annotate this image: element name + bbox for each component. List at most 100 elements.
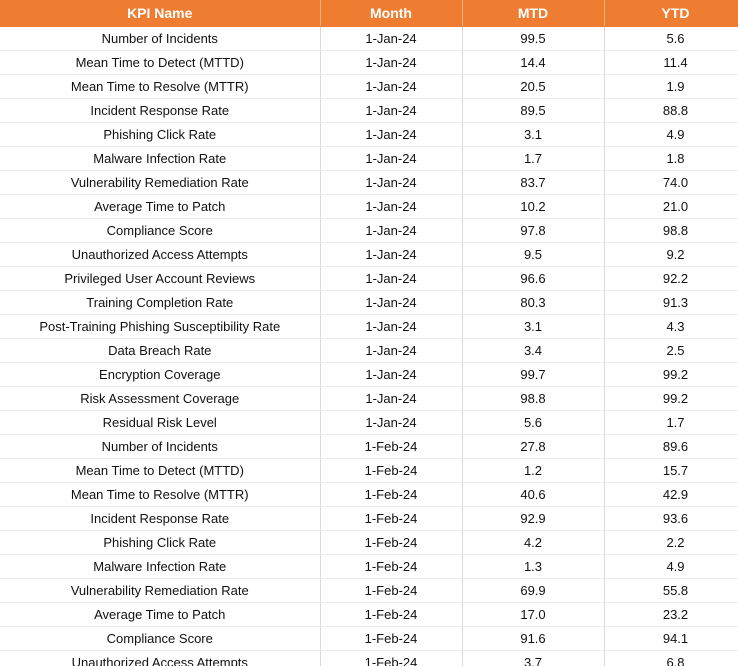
cell-mtd[interactable]: 98.8 xyxy=(462,386,605,411)
cell-kpi-name[interactable]: Malware Infection Rate xyxy=(0,146,321,171)
cell-kpi-name[interactable]: Post-Training Phishing Susceptibility Ra… xyxy=(0,314,321,339)
cell-ytd[interactable]: 42.9 xyxy=(604,482,738,507)
cell-mtd[interactable]: 96.6 xyxy=(462,266,605,291)
cell-month[interactable]: 1-Jan-24 xyxy=(320,290,463,315)
cell-ytd[interactable]: 74.0 xyxy=(604,170,738,195)
cell-ytd[interactable]: 2.2 xyxy=(604,530,738,555)
cell-mtd[interactable]: 1.2 xyxy=(462,458,605,483)
header-month[interactable]: Month xyxy=(320,0,463,27)
cell-mtd[interactable]: 99.7 xyxy=(462,362,605,387)
cell-month[interactable]: 1-Feb-24 xyxy=(320,578,463,603)
cell-ytd[interactable]: 94.1 xyxy=(604,626,738,651)
cell-mtd[interactable]: 91.6 xyxy=(462,626,605,651)
cell-month[interactable]: 1-Feb-24 xyxy=(320,458,463,483)
header-ytd[interactable]: YTD xyxy=(604,0,738,27)
cell-month[interactable]: 1-Feb-24 xyxy=(320,506,463,531)
cell-kpi-name[interactable]: Unauthorized Access Attempts xyxy=(0,650,321,666)
cell-kpi-name[interactable]: Incident Response Rate xyxy=(0,506,321,531)
cell-ytd[interactable]: 4.3 xyxy=(604,314,738,339)
cell-kpi-name[interactable]: Mean Time to Detect (MTTD) xyxy=(0,458,321,483)
cell-kpi-name[interactable]: Incident Response Rate xyxy=(0,98,321,123)
cell-kpi-name[interactable]: Vulnerability Remediation Rate xyxy=(0,170,321,195)
cell-ytd[interactable]: 93.6 xyxy=(604,506,738,531)
cell-mtd[interactable]: 3.1 xyxy=(462,314,605,339)
cell-ytd[interactable]: 91.3 xyxy=(604,290,738,315)
cell-month[interactable]: 1-Feb-24 xyxy=(320,602,463,627)
cell-mtd[interactable]: 1.3 xyxy=(462,554,605,579)
cell-mtd[interactable]: 10.2 xyxy=(462,194,605,219)
cell-kpi-name[interactable]: Compliance Score xyxy=(0,626,321,651)
cell-ytd[interactable]: 88.8 xyxy=(604,98,738,123)
cell-mtd[interactable]: 99.5 xyxy=(462,26,605,51)
cell-month[interactable]: 1-Jan-24 xyxy=(320,266,463,291)
cell-ytd[interactable]: 99.2 xyxy=(604,386,738,411)
cell-month[interactable]: 1-Jan-24 xyxy=(320,218,463,243)
cell-kpi-name[interactable]: Malware Infection Rate xyxy=(0,554,321,579)
cell-kpi-name[interactable]: Phishing Click Rate xyxy=(0,530,321,555)
cell-month[interactable]: 1-Jan-24 xyxy=(320,146,463,171)
cell-kpi-name[interactable]: Mean Time to Resolve (MTTR) xyxy=(0,74,321,99)
cell-month[interactable]: 1-Jan-24 xyxy=(320,122,463,147)
cell-ytd[interactable]: 1.8 xyxy=(604,146,738,171)
header-kpi-name[interactable]: KPI Name xyxy=(0,0,321,27)
cell-kpi-name[interactable]: Encryption Coverage xyxy=(0,362,321,387)
cell-kpi-name[interactable]: Number of Incidents xyxy=(0,26,321,51)
cell-mtd[interactable]: 40.6 xyxy=(462,482,605,507)
header-mtd[interactable]: MTD xyxy=(462,0,605,27)
cell-kpi-name[interactable]: Privileged User Account Reviews xyxy=(0,266,321,291)
cell-ytd[interactable]: 2.5 xyxy=(604,338,738,363)
cell-kpi-name[interactable]: Vulnerability Remediation Rate xyxy=(0,578,321,603)
cell-month[interactable]: 1-Feb-24 xyxy=(320,530,463,555)
cell-month[interactable]: 1-Jan-24 xyxy=(320,386,463,411)
cell-mtd[interactable]: 89.5 xyxy=(462,98,605,123)
cell-month[interactable]: 1-Feb-24 xyxy=(320,482,463,507)
cell-kpi-name[interactable]: Risk Assessment Coverage xyxy=(0,386,321,411)
cell-ytd[interactable]: 11.4 xyxy=(604,50,738,75)
cell-month[interactable]: 1-Feb-24 xyxy=(320,434,463,459)
cell-kpi-name[interactable]: Average Time to Patch xyxy=(0,602,321,627)
cell-month[interactable]: 1-Jan-24 xyxy=(320,170,463,195)
cell-month[interactable]: 1-Jan-24 xyxy=(320,50,463,75)
cell-kpi-name[interactable]: Average Time to Patch xyxy=(0,194,321,219)
cell-kpi-name[interactable]: Mean Time to Resolve (MTTR) xyxy=(0,482,321,507)
cell-mtd[interactable]: 97.8 xyxy=(462,218,605,243)
cell-ytd[interactable]: 1.7 xyxy=(604,410,738,435)
cell-ytd[interactable]: 5.6 xyxy=(604,26,738,51)
cell-ytd[interactable]: 15.7 xyxy=(604,458,738,483)
cell-mtd[interactable]: 80.3 xyxy=(462,290,605,315)
cell-mtd[interactable]: 4.2 xyxy=(462,530,605,555)
cell-mtd[interactable]: 17.0 xyxy=(462,602,605,627)
cell-kpi-name[interactable]: Mean Time to Detect (MTTD) xyxy=(0,50,321,75)
cell-month[interactable]: 1-Feb-24 xyxy=(320,650,463,666)
cell-mtd[interactable]: 5.6 xyxy=(462,410,605,435)
cell-month[interactable]: 1-Jan-24 xyxy=(320,314,463,339)
cell-month[interactable]: 1-Jan-24 xyxy=(320,338,463,363)
cell-ytd[interactable]: 4.9 xyxy=(604,554,738,579)
cell-kpi-name[interactable]: Compliance Score xyxy=(0,218,321,243)
cell-kpi-name[interactable]: Unauthorized Access Attempts xyxy=(0,242,321,267)
cell-ytd[interactable]: 21.0 xyxy=(604,194,738,219)
cell-ytd[interactable]: 4.9 xyxy=(604,122,738,147)
cell-month[interactable]: 1-Jan-24 xyxy=(320,74,463,99)
cell-mtd[interactable]: 3.4 xyxy=(462,338,605,363)
cell-kpi-name[interactable]: Training Completion Rate xyxy=(0,290,321,315)
cell-mtd[interactable]: 9.5 xyxy=(462,242,605,267)
cell-month[interactable]: 1-Jan-24 xyxy=(320,194,463,219)
cell-kpi-name[interactable]: Data Breach Rate xyxy=(0,338,321,363)
cell-month[interactable]: 1-Feb-24 xyxy=(320,626,463,651)
cell-mtd[interactable]: 92.9 xyxy=(462,506,605,531)
cell-ytd[interactable]: 55.8 xyxy=(604,578,738,603)
cell-ytd[interactable]: 99.2 xyxy=(604,362,738,387)
cell-ytd[interactable]: 98.8 xyxy=(604,218,738,243)
cell-month[interactable]: 1-Jan-24 xyxy=(320,362,463,387)
cell-month[interactable]: 1-Feb-24 xyxy=(320,554,463,579)
cell-mtd[interactable]: 20.5 xyxy=(462,74,605,99)
cell-ytd[interactable]: 89.6 xyxy=(604,434,738,459)
cell-month[interactable]: 1-Jan-24 xyxy=(320,410,463,435)
cell-kpi-name[interactable]: Number of Incidents xyxy=(0,434,321,459)
cell-ytd[interactable]: 1.9 xyxy=(604,74,738,99)
cell-mtd[interactable]: 69.9 xyxy=(462,578,605,603)
cell-mtd[interactable]: 3.7 xyxy=(462,650,605,666)
cell-kpi-name[interactable]: Residual Risk Level xyxy=(0,410,321,435)
cell-ytd[interactable]: 23.2 xyxy=(604,602,738,627)
